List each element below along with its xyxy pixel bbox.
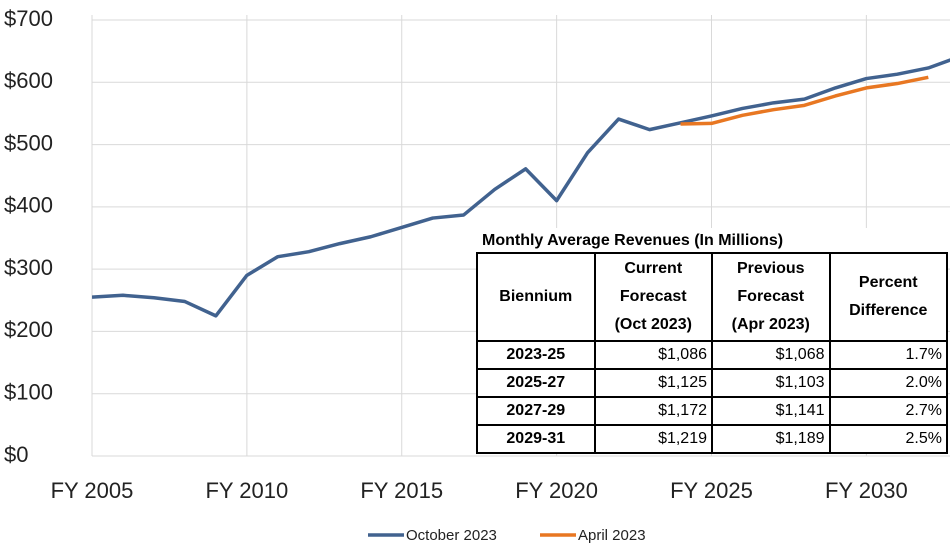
x-tick-label: FY 2020: [515, 478, 598, 503]
legend-label: April 2023: [578, 527, 646, 544]
header-cell: Percent Difference: [828, 252, 948, 342]
y-tick-label: $500: [4, 130, 53, 155]
table: Biennium Current Forecast (Oct 2023) Previou…: [476, 252, 948, 454]
table-cell: 1.7%: [828, 340, 948, 370]
header-line: Current: [624, 260, 683, 277]
table-cell: 2025-27: [476, 368, 596, 398]
table-cell: $1,103: [711, 368, 831, 398]
table-cell: $1,189: [711, 424, 831, 454]
x-tick-label: FY 2025: [670, 478, 753, 503]
y-tick-label: $700: [4, 6, 53, 31]
table-cell: 2.7%: [828, 396, 948, 426]
x-tick-label: FY 2015: [360, 478, 443, 503]
header-line: Biennium: [499, 288, 573, 305]
header-line: (Oct 2023): [614, 316, 692, 333]
y-tick-label: $400: [4, 193, 53, 218]
header-line: Previous: [736, 260, 805, 277]
series-line: [680, 75, 929, 126]
table-cell: $1,141: [711, 396, 831, 426]
table-row: 2027-29 $1,172 $1,141 2.7%: [476, 396, 948, 426]
series-line: [92, 58, 950, 318]
header-cell: Current Forecast (Oct 2023): [593, 252, 713, 342]
y-tick-label: $600: [4, 68, 53, 93]
y-tick-label: $200: [4, 317, 53, 342]
header-line: Difference: [849, 302, 928, 319]
header-line: Forecast: [619, 288, 687, 305]
header-line: Forecast: [737, 288, 805, 305]
y-tick-label: $300: [4, 255, 53, 280]
table-title: Monthly Average Revenues (In Millions): [476, 228, 948, 252]
table-cell: $1,125: [593, 368, 713, 398]
legend-label: October 2023: [406, 527, 497, 544]
header-cell: Biennium: [476, 252, 596, 342]
table-cell: 2.0%: [828, 368, 948, 398]
table-cell: 2029-31: [476, 424, 596, 454]
y-tick-label: $0: [4, 442, 28, 467]
table-cell: 2027-29: [476, 396, 596, 426]
table-cell: $1,086: [593, 340, 713, 370]
table-cell: $1,219: [593, 424, 713, 454]
table-cell: 2.5%: [828, 424, 948, 454]
table-cell: $1,172: [593, 396, 713, 426]
x-tick-label: FY 2010: [205, 478, 288, 503]
x-tick-label: FY 2030: [825, 478, 908, 503]
revenue-table: Monthly Average Revenues (In Millions) B…: [476, 228, 948, 454]
table-row: 2023-25 $1,086 $1,068 1.7%: [476, 340, 948, 370]
table-row: 2025-27 $1,125 $1,103 2.0%: [476, 368, 948, 398]
header-cell: Previous Forecast (Apr 2023): [711, 252, 831, 342]
plot: [92, 58, 950, 318]
header-line: (Apr 2023): [731, 316, 810, 333]
header-line: Percent: [858, 274, 918, 291]
table-row: 2029-31 $1,219 $1,189 2.5%: [476, 424, 948, 454]
table-cell: $1,068: [711, 340, 831, 370]
table-cell: 2023-25: [476, 340, 596, 370]
y-tick-label: $100: [4, 380, 53, 405]
x-tick-label: FY 2005: [51, 478, 134, 503]
